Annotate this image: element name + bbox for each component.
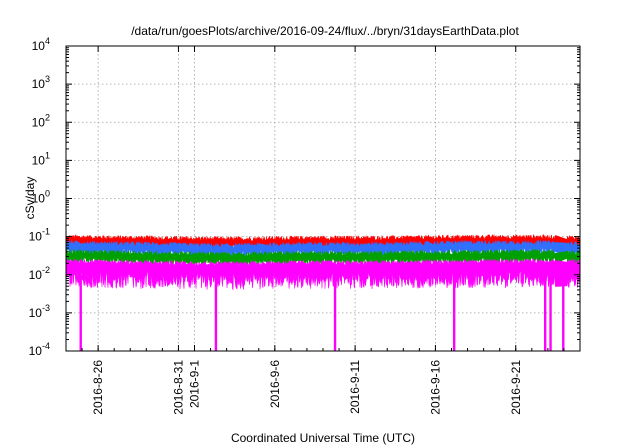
y-tick-label: 101: [32, 150, 50, 167]
x-tick-label: 2016-9-11: [348, 360, 362, 414]
y-axis: 10-4 10-3 10-2 10-1 100 101 102 103 104: [29, 36, 580, 358]
grid: [66, 46, 580, 351]
series-line: [66, 258, 580, 291]
series-group: [66, 233, 580, 351]
x-tick-label: 2016-9-16: [428, 360, 442, 415]
y-tick-label: 104: [32, 36, 50, 53]
x-tick-label: 2016-8-26: [91, 360, 105, 415]
y-tick-label: 100: [32, 189, 50, 206]
chart-title: /data/run/goesPlots/archive/2016-09-24/f…: [131, 24, 519, 38]
x-axis: 2016-8-26 2016-8-31 2016-9-1 2016-9-6 2016-9…: [65, 46, 581, 415]
y-tick-label: 10-1: [29, 227, 50, 244]
y-tick-label: 10-3: [29, 303, 50, 320]
y-tick-label: 103: [32, 74, 50, 91]
x-tick-label: 2016-9-1: [188, 360, 202, 408]
y-tick-label: 10-2: [29, 265, 50, 282]
x-tick-label: 2016-9-6: [268, 360, 282, 408]
y-axis-label: cSv/day: [23, 177, 37, 220]
x-axis-label: Coordinated Universal Time (UTC): [231, 431, 415, 445]
y-tick-label: 10-4: [29, 341, 50, 358]
x-tick-label: 2016-9-21: [509, 360, 523, 415]
y-tick-label: 102: [32, 112, 50, 129]
x-tick-label: 2016-8-31: [171, 360, 185, 415]
